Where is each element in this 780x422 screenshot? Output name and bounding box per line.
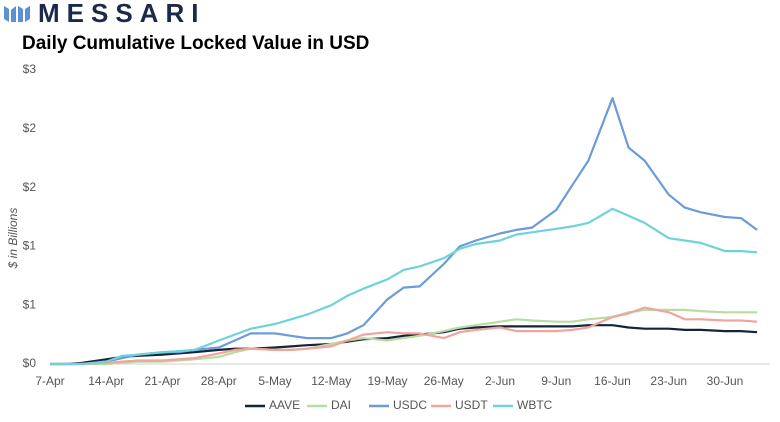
y-tick-label: $1 <box>23 239 37 253</box>
logo-icon <box>4 6 30 22</box>
series-line <box>50 324 758 366</box>
logo-text: MESSARI <box>38 0 205 28</box>
x-tick-label: 16-Jun <box>594 374 631 388</box>
x-tick-label: 7-Apr <box>35 374 64 388</box>
y-axis-label: $ in Billions <box>6 208 20 270</box>
y-tick-label: $0 <box>23 356 37 370</box>
x-tick-label: 30-Jun <box>707 374 744 388</box>
y-tick-label: $2 <box>23 121 37 135</box>
y-tick-label: $3 <box>23 62 37 76</box>
x-tick-label: 21-Apr <box>144 374 180 388</box>
series-line <box>50 207 758 366</box>
x-tick-label: 2-Jun <box>485 374 515 388</box>
legend-label: USDT <box>455 398 488 412</box>
x-tick-label: 12-May <box>311 374 351 388</box>
legend-label: AAVE <box>269 398 300 412</box>
x-tick-label: 26-May <box>424 374 464 388</box>
x-tick-label: 14-Apr <box>88 374 124 388</box>
x-tick-label: 28-Apr <box>201 374 237 388</box>
legend-label: WBTC <box>517 398 553 412</box>
x-tick-label: 9-Jun <box>541 374 571 388</box>
x-tick-label: 19-May <box>367 374 407 388</box>
y-tick-label: $1 <box>23 297 37 311</box>
x-tick-label: 23-Jun <box>650 374 687 388</box>
series-line <box>50 306 758 366</box>
legend-label: DAI <box>331 398 351 412</box>
series-line <box>50 97 758 366</box>
chart-title: Daily Cumulative Locked Value in USD <box>22 33 369 54</box>
y-tick-label: $2 <box>23 180 37 194</box>
x-tick-label: 5-May <box>258 374 291 388</box>
legend-label: USDC <box>393 398 427 412</box>
